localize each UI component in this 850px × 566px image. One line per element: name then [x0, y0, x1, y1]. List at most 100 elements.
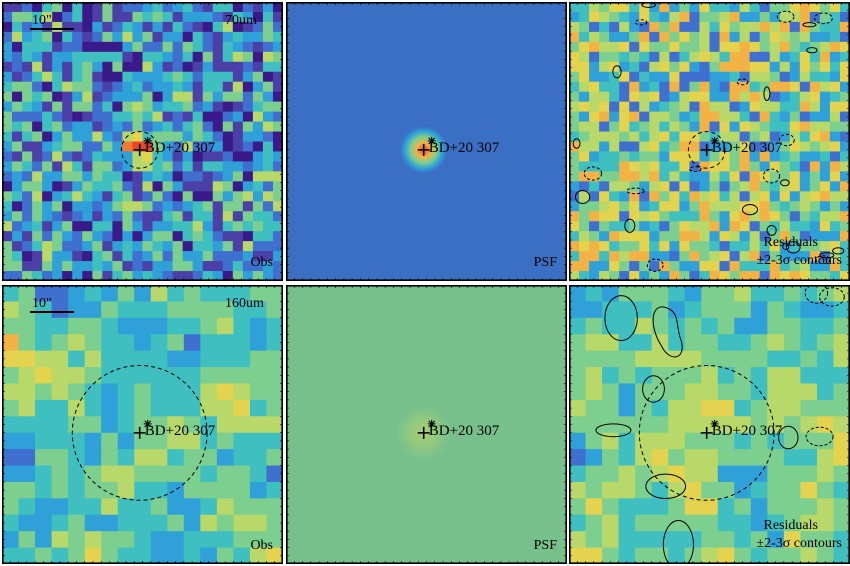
image-pixel — [35, 301, 53, 319]
image-pixel — [799, 2, 811, 13]
image-pixel — [183, 432, 201, 450]
image-pixel — [101, 285, 119, 303]
image-pixel — [233, 301, 251, 319]
image-pixel — [679, 171, 691, 182]
image-pixel — [212, 11, 224, 23]
image-pixel — [202, 241, 214, 252]
image-pixel — [242, 181, 254, 192]
image-pixel — [779, 181, 791, 192]
source-cross-icon — [133, 426, 146, 439]
image-pixel — [92, 2, 103, 13]
image-pixel — [18, 481, 36, 499]
image-pixel — [684, 481, 702, 499]
image-pixel — [62, 261, 73, 272]
image-pixel — [635, 334, 653, 352]
image-pixel — [62, 191, 73, 202]
image-pixel — [101, 432, 119, 450]
image-pixel — [134, 367, 152, 385]
image-pixel — [569, 514, 587, 532]
image-pixel — [232, 11, 244, 23]
image-pixel — [2, 399, 20, 417]
image-pixel — [82, 251, 93, 262]
image-pixel — [122, 101, 134, 113]
image-pixel — [84, 481, 102, 499]
image-pixel — [2, 171, 13, 182]
image-pixel — [42, 21, 53, 33]
image-pixel — [569, 31, 580, 43]
image-pixel — [629, 41, 640, 53]
image-pixel — [816, 498, 835, 516]
image-pixel — [734, 301, 752, 319]
image-pixel — [669, 121, 680, 133]
image-pixel — [649, 81, 660, 93]
image-pixel — [701, 383, 719, 401]
image-pixel — [152, 91, 164, 103]
image-pixel — [569, 416, 587, 434]
image-pixel — [117, 301, 135, 319]
image-pixel — [819, 171, 831, 182]
image-pixel — [202, 161, 214, 172]
image-pixel — [679, 161, 691, 172]
image-pixel — [800, 531, 818, 549]
image-pixel — [142, 91, 154, 103]
image-pixel — [689, 161, 701, 172]
image-pixel — [102, 171, 113, 182]
image-pixel — [779, 31, 791, 43]
image-pixel — [92, 91, 103, 103]
image-pixel — [172, 261, 184, 272]
image-pixel — [629, 211, 640, 222]
image-pixel — [783, 449, 802, 467]
image-pixel — [669, 151, 680, 163]
image-pixel — [222, 121, 234, 133]
image-pixel — [162, 251, 174, 262]
image-pixel — [272, 161, 283, 172]
image-pixel — [618, 449, 636, 467]
image-pixel — [32, 101, 43, 113]
image-pixel — [132, 151, 144, 163]
image-pixel — [684, 350, 702, 368]
image-pixel — [679, 31, 691, 43]
image-pixel — [689, 191, 701, 202]
image-pixel — [42, 31, 53, 43]
image-pixel — [800, 367, 818, 385]
image-pixel — [719, 21, 731, 33]
image-pixel — [783, 367, 802, 385]
image-pixel — [272, 231, 283, 242]
image-pixel — [750, 531, 768, 549]
image-pixel — [639, 181, 650, 192]
residual-contour — [786, 241, 801, 254]
image-pixel — [651, 399, 669, 417]
image-pixel — [799, 241, 811, 252]
image-pixel — [222, 151, 234, 163]
image-pixel — [134, 498, 152, 516]
image-pixel — [12, 191, 23, 202]
image-pixel — [102, 161, 113, 172]
image-pixel — [783, 285, 802, 303]
image-pixel — [833, 449, 850, 467]
image-pixel — [72, 21, 83, 33]
scale-label: 10" — [32, 296, 52, 311]
image-pixel — [222, 81, 234, 93]
image-pixel — [82, 161, 93, 172]
image-pixel — [182, 161, 194, 172]
image-pixel — [749, 221, 761, 232]
image-pixel — [659, 31, 670, 43]
image-pixel — [669, 11, 680, 23]
image-pixel — [589, 151, 600, 163]
image-pixel — [212, 2, 224, 13]
image-pixel — [212, 221, 224, 232]
image-pixel — [142, 31, 154, 43]
image-pixel — [609, 161, 620, 172]
image-pixel — [272, 71, 283, 83]
image-pixel — [684, 416, 702, 434]
image-pixel — [242, 151, 254, 163]
image-pixel — [112, 101, 124, 113]
image-pixel — [689, 201, 701, 212]
image-pixel — [639, 81, 650, 93]
image-pixel — [599, 201, 610, 212]
image-pixel — [759, 241, 771, 252]
image-pixel — [112, 151, 124, 163]
image-pixel — [132, 261, 144, 272]
image-pixel — [749, 201, 761, 212]
